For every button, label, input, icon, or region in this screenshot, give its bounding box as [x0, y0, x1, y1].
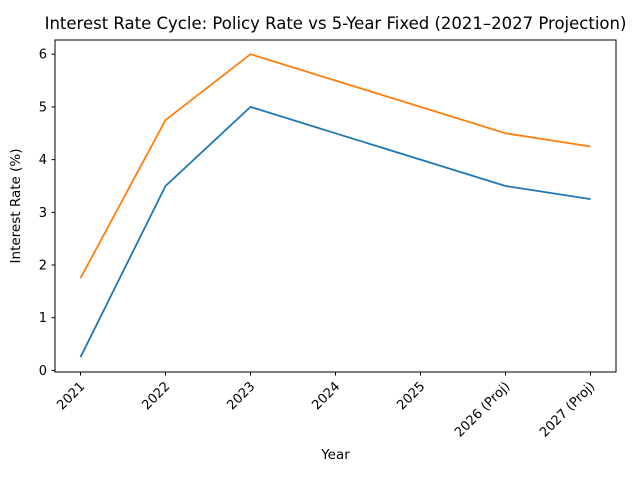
x-tick-label: 2024 — [309, 379, 343, 413]
y-tick-label: 3 — [39, 206, 47, 221]
chart-title: Interest Rate Cycle: Policy Rate vs 5-Ye… — [45, 14, 627, 33]
x-tick-label: 2023 — [224, 379, 258, 413]
series-line-policy-rate — [79, 106, 591, 358]
y-tick-label: 4 — [39, 153, 47, 168]
y-axis-label: Interest Rate (%) — [8, 149, 24, 264]
y-tick-label: 1 — [39, 311, 47, 326]
x-tick-label: 2025 — [394, 379, 428, 413]
y-tick-label: 0 — [39, 364, 47, 379]
x-tick-label: 2026 (Proj) — [452, 379, 513, 440]
y-tick-label: 2 — [39, 259, 47, 274]
plot-area — [54, 39, 617, 373]
series-line-5-year-fixed — [79, 53, 591, 279]
x-tick-label: 2027 (Proj) — [537, 379, 598, 440]
y-tick-label: 5 — [39, 100, 47, 115]
x-axis-label: Year — [320, 447, 350, 463]
x-tick-label: 2021 — [54, 379, 88, 413]
x-tick-label: 2022 — [139, 379, 173, 413]
y-tick-label: 6 — [39, 48, 47, 63]
